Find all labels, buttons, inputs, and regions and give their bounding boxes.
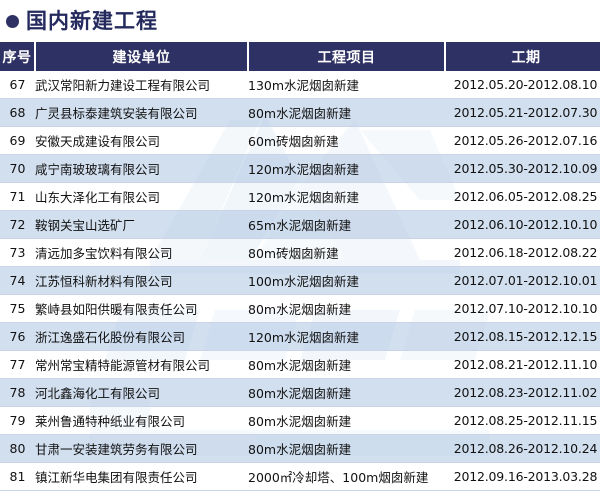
- table-row[interactable]: 67 武汉常阳新力建设工程有限公司 130m水泥烟囱新建 2012.05.20-201…: [0, 71, 600, 99]
- row-cell-no: 73: [0, 238, 35, 267]
- row-cell-unit: 咸宁南玻玻璃有限公司: [35, 154, 248, 183]
- row-cell-duration: 2012.06.18-2012.08.22: [445, 238, 600, 267]
- table-row[interactable]: 78 河北鑫海化工有限公司 80m水泥烟囱新建 2012.08.23-2012.11.…: [0, 378, 600, 407]
- row-cell-duration: 2012.06.05-2012.08.25: [445, 182, 600, 211]
- table-row[interactable]: 76 浙江逸盛石化股份有限公司 120m水泥烟囱新建 2012.08.15-2012.…: [0, 322, 600, 351]
- row-cell-duration: 2012.06.10-2012.10.10: [445, 210, 600, 239]
- column-header-unit: 建设单位: [35, 42, 249, 71]
- row-cell-no: 81: [0, 462, 35, 491]
- table-row[interactable]: 79 莱州鲁通特种纸业有限公司 80m水泥烟囱新建 2012.08.25-2012.1…: [0, 406, 600, 435]
- page-title: 国内新建工程: [0, 0, 600, 42]
- row-cell-duration: 2012.08.26-2012.10.24: [445, 434, 600, 463]
- row-cell-unit: 鞍钢关宝山选矿厂: [35, 210, 248, 239]
- row-cell-duration: 2012.07.10-2012.10.10: [445, 294, 600, 323]
- row-cell-unit: 莱州鲁通特种纸业有限公司: [35, 406, 248, 435]
- row-cell-project: 120m水泥烟囱新建: [248, 154, 445, 183]
- row-cell-duration: 2012.09.16-2013.03.28: [445, 462, 600, 491]
- row-cell-project: 80m水泥烟囱新建: [248, 350, 445, 379]
- row-cell-no: 71: [0, 182, 35, 211]
- projects-table: 序号 建设单位 工程项目 工期 67 武汉常阳新力建设工程有限公司 130m水泥烟囱…: [0, 42, 600, 491]
- row-cell-project: 80m水泥烟囱新建: [248, 406, 445, 435]
- row-cell-project: 80m水泥烟囱新建: [248, 378, 445, 407]
- row-cell-project: 60m砖烟囱新建: [248, 126, 445, 155]
- table-row[interactable]: 74 江苏恒科新材料有限公司 100m水泥烟囱新建 2012.07.01-2012.1…: [0, 266, 600, 295]
- row-cell-no: 69: [0, 126, 35, 155]
- row-cell-unit: 镇江新华电集团有限责任公司: [35, 462, 248, 491]
- table-row[interactable]: 80 甘肃一安装建筑劳务有限公司 80m水泥烟囱新建 2012.08.26-2012.…: [0, 434, 600, 463]
- row-cell-project: 120m水泥烟囱新建: [248, 182, 445, 211]
- table-row[interactable]: 69 安徽天成建设有限公司 60m砖烟囱新建 2012.05.26-2012.07.1…: [0, 126, 600, 155]
- row-cell-unit: 浙江逸盛石化股份有限公司: [35, 322, 248, 351]
- row-cell-duration: 2012.08.23-2012.11.02: [445, 378, 600, 407]
- row-cell-project: 80m水泥烟囱新建: [248, 434, 445, 463]
- row-cell-duration: 2012.05.30-2012.10.09: [445, 154, 600, 183]
- row-cell-unit: 安徽天成建设有限公司: [35, 126, 248, 155]
- row-cell-unit: 江苏恒科新材料有限公司: [35, 266, 248, 295]
- row-cell-project: 65m水泥烟囱新建: [248, 210, 445, 239]
- row-cell-unit: 武汉常阳新力建设工程有限公司: [35, 71, 248, 99]
- row-cell-unit: 繁峙县如阳供暖有限责任公司: [35, 294, 248, 323]
- column-header-no: 序号: [0, 42, 36, 71]
- row-cell-no: 68: [0, 98, 35, 127]
- row-cell-unit: 常州常宝精特能源管材有限公司: [35, 350, 248, 379]
- row-cell-duration: 2012.05.20-2012.08.10: [445, 71, 600, 99]
- row-cell-unit: 甘肃一安装建筑劳务有限公司: [35, 434, 248, 463]
- row-cell-project: 130m水泥烟囱新建: [248, 71, 445, 99]
- row-cell-project: 80m水泥烟囱新建: [248, 294, 445, 323]
- column-header-project: 工程项目: [248, 42, 446, 71]
- table-row[interactable]: 70 咸宁南玻玻璃有限公司 120m水泥烟囱新建 2012.05.30-2012.10…: [0, 154, 600, 183]
- row-cell-no: 67: [0, 71, 35, 99]
- row-cell-no: 75: [0, 294, 35, 323]
- row-cell-duration: 2012.08.15-2012.12.15: [445, 322, 600, 351]
- row-cell-unit: 山东大泽化工有限公司: [35, 182, 248, 211]
- table-row[interactable]: 75 繁峙县如阳供暖有限责任公司 80m水泥烟囱新建 2012.07.10-2012.…: [0, 294, 600, 323]
- row-cell-project: 100m水泥烟囱新建: [248, 266, 445, 295]
- row-cell-no: 79: [0, 406, 35, 435]
- column-header-duration: 工期: [445, 42, 600, 71]
- row-cell-no: 74: [0, 266, 35, 295]
- row-cell-project: 2000㎡冷却塔、100m烟囱新建: [248, 462, 445, 491]
- row-cell-duration: 2012.05.21-2012.07.30: [445, 98, 600, 127]
- row-cell-no: 77: [0, 350, 35, 379]
- table-row[interactable]: 81 镇江新华电集团有限责任公司 2000㎡冷却塔、100m烟囱新建 2012.09.…: [0, 462, 600, 491]
- row-cell-project: 120m水泥烟囱新建: [248, 322, 445, 351]
- row-cell-duration: 2012.07.01-2012.10.01: [445, 266, 600, 295]
- row-cell-no: 76: [0, 322, 35, 351]
- row-cell-project: 80m砖烟囱新建: [248, 238, 445, 267]
- table-row[interactable]: 71 山东大泽化工有限公司 120m水泥烟囱新建 2012.06.05-2012.08…: [0, 182, 600, 211]
- table-row[interactable]: 72 鞍钢关宝山选矿厂 65m水泥烟囱新建 2012.06.10-2012.10.10: [0, 210, 600, 239]
- row-cell-no: 70: [0, 154, 35, 183]
- table-row[interactable]: 77 常州常宝精特能源管材有限公司 80m水泥烟囱新建 2012.08.21-2012…: [0, 350, 600, 379]
- row-cell-no: 80: [0, 434, 35, 463]
- row-cell-unit: 清远加多宝饮料有限公司: [35, 238, 248, 267]
- row-cell-duration: 2012.08.25-2012.11.15: [445, 406, 600, 435]
- row-cell-no: 72: [0, 210, 35, 239]
- table-row[interactable]: 68 广灵县标泰建筑安装有限公司 80m水泥烟囱新建 2012.05.21-2012.…: [0, 98, 600, 127]
- row-cell-unit: 河北鑫海化工有限公司: [35, 378, 248, 407]
- table-body: 67 武汉常阳新力建设工程有限公司 130m水泥烟囱新建 2012.05.20-201…: [0, 71, 600, 491]
- row-cell-duration: 2012.08.21-2012.11.10: [445, 350, 600, 379]
- row-cell-duration: 2012.05.26-2012.07.16: [445, 126, 600, 155]
- row-cell-unit: 广灵县标泰建筑安装有限公司: [35, 98, 248, 127]
- table-row[interactable]: 73 清远加多宝饮料有限公司 80m砖烟囱新建 2012.06.18-2012.08.…: [0, 238, 600, 267]
- row-cell-no: 78: [0, 378, 35, 407]
- table-header-row: 序号 建设单位 工程项目 工期: [0, 42, 600, 71]
- page-title-text: 国内新建工程: [26, 8, 158, 33]
- row-cell-project: 80m水泥烟囱新建: [248, 98, 445, 127]
- filled-circle-icon: [6, 15, 19, 28]
